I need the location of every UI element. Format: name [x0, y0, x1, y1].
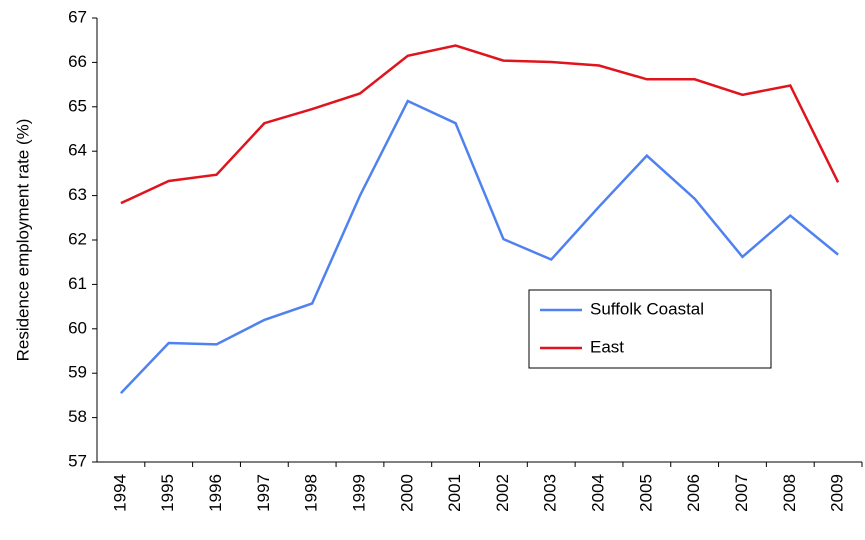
x-tick-label: 2001: [445, 474, 464, 512]
y-tick-label: 57: [68, 451, 87, 470]
x-tick-label: 2004: [589, 474, 608, 512]
x-tick-label: 2008: [780, 474, 799, 512]
x-tick-label: 1997: [254, 474, 273, 512]
legend-label: East: [590, 337, 624, 356]
x-tick-label: 1995: [158, 474, 177, 512]
y-axis-label: Residence employment rate (%): [13, 119, 32, 362]
x-tick-label: 2006: [684, 474, 703, 512]
y-tick-label: 62: [68, 229, 87, 248]
x-tick-label: 1999: [349, 474, 368, 512]
line: [120, 44, 840, 205]
x-tick-label: 2000: [397, 474, 416, 512]
x-tick-label: 1994: [110, 474, 129, 512]
x-tick-label: 1996: [206, 474, 225, 512]
legend-label: Suffolk Coastal: [590, 299, 704, 318]
legend-box: [528, 289, 772, 369]
x-tick-label: 2005: [636, 474, 655, 512]
x-tick-label: 2009: [828, 474, 847, 512]
y-tick-label: 64: [68, 141, 87, 160]
y-tick-label: 60: [68, 318, 87, 337]
y-tick-label: 66: [68, 52, 87, 71]
y-tick-label: 58: [68, 407, 87, 426]
x-tick-label: 2007: [732, 474, 751, 512]
line: [120, 99, 839, 395]
y-tick-label: 67: [68, 7, 87, 26]
x-tick-label: 1998: [302, 474, 321, 512]
x-tick-label: 2002: [493, 474, 512, 512]
y-tick-label: 65: [68, 96, 87, 115]
y-tick-label: 63: [68, 185, 87, 204]
x-tick-label: 2003: [541, 474, 560, 512]
y-tick-label: 59: [68, 363, 87, 382]
y-tick-label: 61: [68, 274, 87, 293]
